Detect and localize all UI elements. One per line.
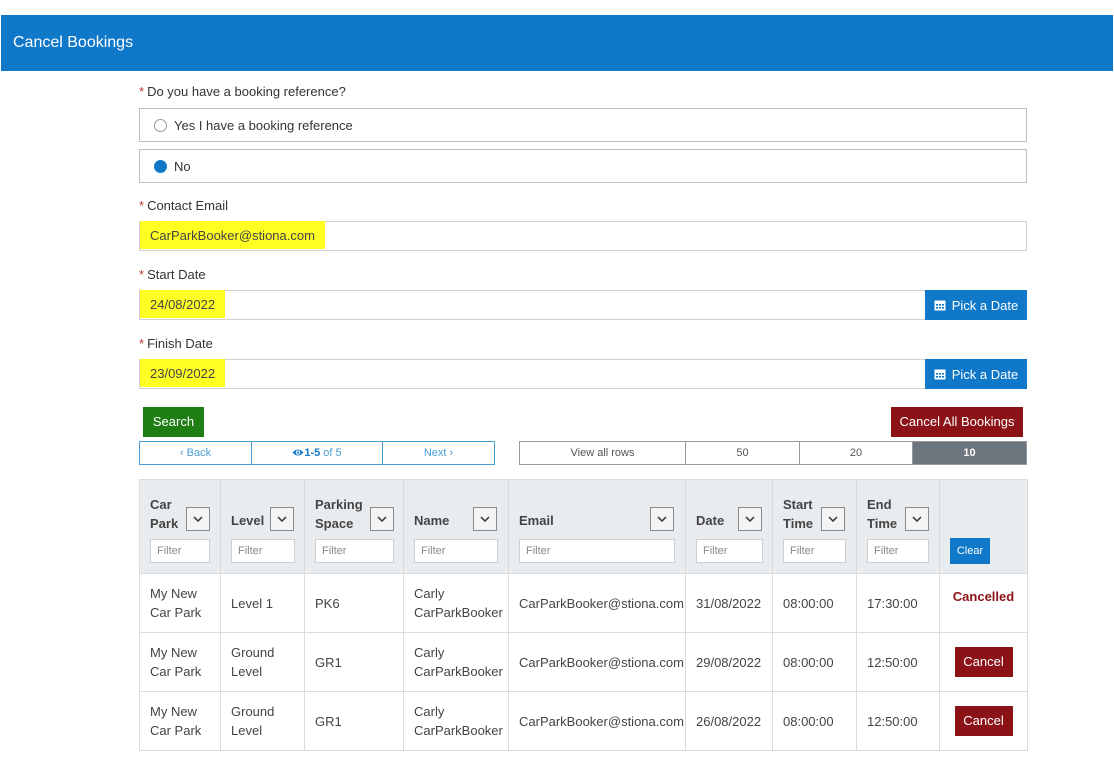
finish-date-label: * Finish Date	[139, 336, 213, 351]
table-row: My New Car Park Ground Level GR1 Carly C…	[139, 691, 1028, 751]
cancel-booking-button[interactable]: Cancel	[954, 647, 1013, 677]
cell-start: 08:00:00	[772, 691, 857, 751]
col-date: Date Filter	[685, 479, 773, 574]
cell-name: Carly CarParkBooker	[403, 691, 509, 751]
start-pick-date-label: Pick a Date	[951, 297, 1019, 313]
search-button[interactable]: Search	[143, 407, 204, 437]
chevron-left-icon: ‹	[179, 447, 187, 459]
start-date-label: * Start Date	[139, 267, 206, 282]
cell-space: GR1	[304, 632, 404, 692]
calendar-icon	[934, 300, 946, 311]
start-date-value: 24/08/2022	[140, 290, 226, 318]
cell-space: GR1	[304, 691, 404, 751]
cell-start: 08:00:00	[772, 632, 857, 692]
filter-email[interactable]: Filter	[519, 539, 675, 563]
chevron-down-icon[interactable]	[473, 507, 497, 531]
radio-yes-label: Yes I have a booking reference	[174, 117, 353, 133]
col-start-time: Start Time Filter	[772, 479, 857, 574]
filter-date[interactable]: Filter	[696, 539, 763, 563]
chevron-down-icon[interactable]	[905, 507, 929, 531]
cancel-all-bookings-button[interactable]: Cancel All Bookings	[891, 407, 1023, 437]
start-date-field[interactable]: 24/08/2022	[139, 290, 926, 320]
rows-10-option[interactable]: 10	[913, 442, 1026, 464]
col-email: Email Filter	[508, 479, 686, 574]
filter-parking-space[interactable]: Filter	[315, 539, 394, 563]
calendar-icon	[934, 369, 946, 380]
cell-car-park: My New Car Park	[139, 632, 221, 692]
cell-email: CarParkBooker@stiona.com	[508, 632, 686, 692]
filter-name[interactable]: Filter	[414, 539, 498, 563]
chevron-down-icon[interactable]	[370, 507, 394, 531]
cancelled-status: Cancelled	[952, 588, 1015, 604]
cell-name: Carly CarParkBooker	[403, 632, 509, 692]
email-label: * Contact Email	[139, 198, 228, 213]
finish-date-value: 23/09/2022	[140, 359, 226, 387]
finish-pick-date-button[interactable]: Pick a Date	[925, 359, 1027, 389]
cell-level: Ground Level	[220, 632, 305, 692]
col-car-park: Car Park Filter	[139, 479, 221, 574]
finish-pick-date-label: Pick a Date	[951, 366, 1019, 382]
finish-date-field[interactable]: 23/09/2022	[139, 359, 926, 389]
table-row: My New Car Park Ground Level GR1 Carly C…	[139, 632, 1028, 692]
col-actions: Clear	[939, 479, 1028, 574]
cell-action: Cancel	[939, 632, 1028, 692]
radio-no-label: No	[174, 158, 191, 174]
page-title: Cancel Bookings	[13, 34, 134, 51]
pager-range: 1-5 of 5	[252, 442, 383, 464]
rows-per-page-selector: View all rows 50 20 10	[519, 441, 1027, 465]
page-header: Cancel Bookings	[1, 15, 1113, 71]
table-row: My New Car Park Level 1 PK6 Carly CarPar…	[139, 573, 1028, 633]
email-value: CarParkBooker@stiona.com	[140, 221, 325, 249]
start-pick-date-button[interactable]: Pick a Date	[925, 290, 1027, 320]
cell-start: 08:00:00	[772, 573, 857, 633]
rows-20-option[interactable]: 20	[800, 442, 913, 464]
pager-back-button[interactable]: ‹ Back	[140, 442, 252, 464]
cell-end: 12:50:00	[856, 691, 940, 751]
cell-level: Ground Level	[220, 691, 305, 751]
table-header-row: Car Park Filter Level Filter Parking Spa…	[139, 479, 1028, 574]
cell-date: 26/08/2022	[685, 691, 773, 751]
reference-question-label: * Do you have a booking reference?	[139, 84, 346, 99]
col-name: Name Filter	[403, 479, 509, 574]
chevron-down-icon[interactable]	[738, 507, 762, 531]
clear-filters-button[interactable]: Clear	[950, 538, 990, 564]
cell-name: Carly CarParkBooker	[403, 573, 509, 633]
filter-level[interactable]: Filter	[231, 539, 295, 563]
cell-level: Level 1	[220, 573, 305, 633]
email-field[interactable]: CarParkBooker@stiona.com	[139, 221, 1027, 251]
filter-car-park[interactable]: Filter	[150, 539, 210, 563]
chevron-down-icon[interactable]	[650, 507, 674, 531]
eye-icon	[292, 449, 304, 456]
col-parking-space: Parking Space Filter	[304, 479, 404, 574]
pagination: ‹ Back 1-5 of 5 Next ›	[139, 441, 495, 465]
cell-date: 29/08/2022	[685, 632, 773, 692]
cell-action: Cancel	[939, 691, 1028, 751]
chevron-down-icon[interactable]	[270, 507, 294, 531]
cell-email: CarParkBooker@stiona.com	[508, 691, 686, 751]
cell-email: CarParkBooker@stiona.com	[508, 573, 686, 633]
chevron-right-icon: ›	[446, 447, 454, 459]
bookings-table: Car Park Filter Level Filter Parking Spa…	[139, 479, 1028, 751]
cell-action: Cancelled	[939, 573, 1028, 633]
view-all-rows-option[interactable]: View all rows	[520, 442, 686, 464]
cell-car-park: My New Car Park	[139, 691, 221, 751]
cell-end: 12:50:00	[856, 632, 940, 692]
filter-start-time[interactable]: Filter	[783, 539, 846, 563]
cancel-booking-button[interactable]: Cancel	[954, 706, 1013, 736]
chevron-down-icon[interactable]	[186, 507, 210, 531]
rows-50-option[interactable]: 50	[686, 442, 800, 464]
cell-date: 31/08/2022	[685, 573, 773, 633]
radio-option-yes[interactable]: Yes I have a booking reference	[139, 108, 1027, 142]
cell-car-park: My New Car Park	[139, 573, 221, 633]
radio-option-no[interactable]: No	[139, 149, 1027, 183]
radio-no-circle[interactable]	[154, 159, 167, 173]
col-end-time: End Time Filter	[856, 479, 940, 574]
cell-space: PK6	[304, 573, 404, 633]
cell-end: 17:30:00	[856, 573, 940, 633]
filter-end-time[interactable]: Filter	[867, 539, 929, 563]
chevron-down-icon[interactable]	[821, 507, 845, 531]
pager-next-button[interactable]: Next ›	[423, 447, 454, 459]
radio-yes-circle[interactable]	[154, 118, 167, 132]
col-level: Level Filter	[220, 479, 305, 574]
